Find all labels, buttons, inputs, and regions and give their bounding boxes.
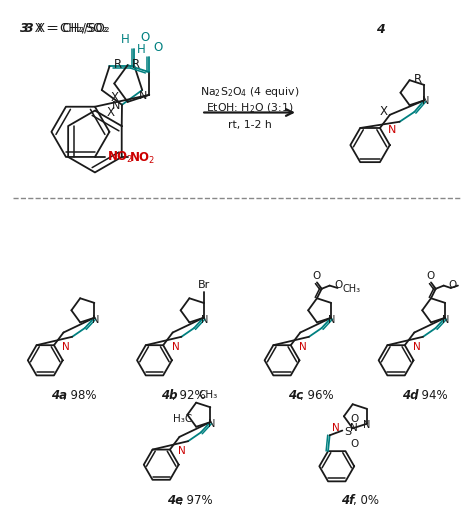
Text: 4c: 4c: [288, 388, 303, 401]
Text: N: N: [201, 314, 208, 324]
Text: N: N: [208, 418, 215, 428]
Text: N: N: [172, 341, 180, 351]
Text: N: N: [413, 341, 421, 351]
Text: N: N: [63, 341, 70, 351]
Text: NO$_2$: NO$_2$: [129, 150, 156, 165]
Text: O: O: [140, 31, 149, 44]
Text: EtOH: H$_2$O (3:1): EtOH: H$_2$O (3:1): [206, 102, 293, 115]
Text: 4e: 4e: [167, 492, 183, 505]
Text: 4f: 4f: [341, 492, 355, 505]
Text: O: O: [427, 270, 435, 280]
Text: Na$_2$S$_2$O$_4$ (4 equiv): Na$_2$S$_2$O$_4$ (4 equiv): [200, 85, 299, 99]
Text: Br: Br: [198, 279, 210, 289]
Text: 4d: 4d: [402, 388, 419, 401]
Text: S: S: [344, 426, 351, 436]
Text: N: N: [349, 423, 357, 432]
Text: , 97%: , 97%: [179, 492, 213, 505]
Text: 4a: 4a: [52, 388, 67, 401]
Text: O: O: [335, 279, 343, 289]
Text: 3: 3: [25, 22, 34, 35]
Text: X = CH₂/SO₂: X = CH₂/SO₂: [37, 22, 109, 35]
Text: CH₃: CH₃: [198, 389, 217, 399]
Text: X: X: [106, 106, 114, 119]
Text: , 94%: , 94%: [414, 388, 447, 401]
Text: O: O: [313, 270, 321, 280]
Text: , 98%: , 98%: [63, 388, 97, 401]
Text: N: N: [112, 100, 120, 111]
Text: , 96%: , 96%: [300, 388, 333, 401]
Text: N: N: [421, 96, 429, 106]
Text: X: X: [110, 91, 118, 104]
Text: N: N: [139, 91, 147, 100]
Text: N: N: [91, 314, 99, 324]
Text: H: H: [120, 33, 129, 46]
Text: X = CH₂/SO₂: X = CH₂/SO₂: [31, 22, 108, 35]
Text: , 92%: , 92%: [172, 388, 206, 401]
Text: O: O: [153, 41, 162, 54]
Text: 4: 4: [376, 23, 384, 36]
Text: N: N: [363, 419, 371, 429]
Text: rt, 1-2 h: rt, 1-2 h: [228, 120, 272, 130]
Text: R: R: [131, 58, 140, 71]
Text: 4b: 4b: [161, 388, 177, 401]
Text: O: O: [448, 279, 457, 289]
Text: N: N: [332, 423, 339, 433]
Text: R: R: [114, 58, 122, 71]
Text: 3: 3: [19, 22, 28, 35]
Text: , 0%: , 0%: [353, 492, 379, 505]
Text: H₃C: H₃C: [173, 413, 192, 423]
Text: N: N: [388, 124, 397, 134]
Text: CH₃: CH₃: [342, 283, 361, 293]
Text: N: N: [178, 445, 186, 455]
Text: N: N: [442, 314, 450, 324]
Text: R: R: [413, 73, 421, 85]
Text: O: O: [350, 413, 358, 423]
Text: H: H: [137, 42, 146, 56]
Text: N: N: [299, 341, 307, 351]
Text: O: O: [350, 438, 358, 448]
Text: NO$_2$: NO$_2$: [108, 150, 134, 165]
Text: X: X: [380, 105, 388, 118]
Text: N: N: [328, 314, 336, 324]
